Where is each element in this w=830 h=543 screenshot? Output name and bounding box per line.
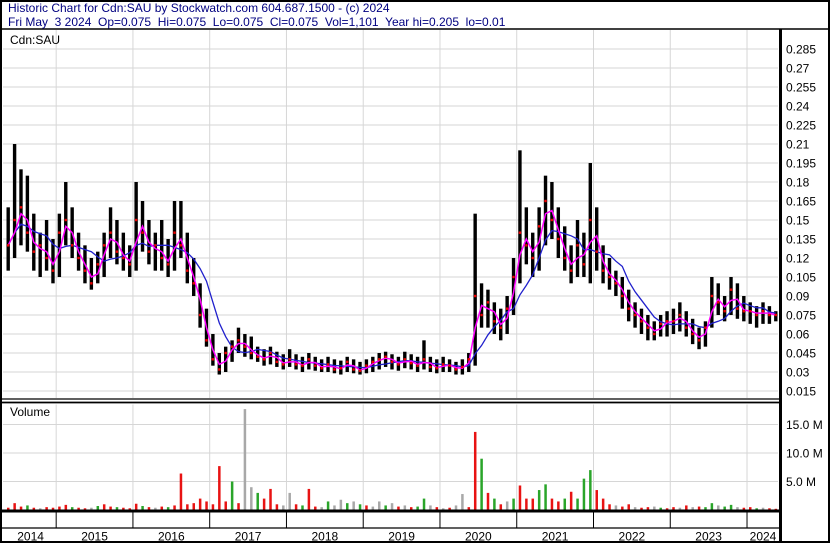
year-label: 2018 (311, 530, 338, 543)
price-tick-label: 0.255 (786, 81, 816, 95)
year-label: 2024 (750, 530, 777, 543)
gridlines (3, 30, 778, 509)
price-tick-label: 0.195 (786, 157, 816, 171)
volume-axis-labels: 15.0 M 10.0 M 5.0 M (786, 418, 823, 489)
price-tick-label: 0.015 (786, 385, 816, 399)
price-tick-label: 0.18 (786, 176, 810, 190)
volume-tick-label: 5.0 M (786, 475, 816, 489)
year-label: 2014 (17, 530, 44, 543)
year-label: 2015 (81, 530, 108, 543)
price-bars (6, 144, 778, 375)
price-tick-label: 0.105 (786, 271, 816, 285)
price-tick-label: 0.15 (786, 214, 810, 228)
close-dots (6, 199, 778, 372)
volume-tick-label: 10.0 M (786, 447, 823, 461)
symbol-label: Cdn:SAU (10, 33, 61, 47)
price-tick-label: 0.045 (786, 347, 816, 361)
ma-short-line (7, 209, 777, 371)
price-tick-label: 0.12 (786, 252, 810, 266)
year-labels: 2014 2015 2016 2017 2018 2019 2020 2021 2022 2023… (17, 530, 776, 543)
year-label: 2019 (388, 530, 415, 543)
price-tick-label: 0.06 (786, 328, 810, 342)
year-label: 2017 (235, 530, 262, 543)
price-tick-label: 0.27 (786, 62, 810, 76)
price-tick-label: 0.225 (786, 119, 816, 133)
price-tick-label: 0.09 (786, 290, 810, 304)
volume-tick-label: 15.0 M (786, 418, 823, 432)
volume-pane-label: Volume (10, 405, 51, 419)
chart-title: Historic Chart for Cdn:SAU by Stockwatch… (8, 1, 390, 15)
price-tick-label: 0.135 (786, 233, 816, 247)
price-tick-label: 0.21 (786, 138, 810, 152)
volume-bars (6, 409, 778, 510)
year-label: 2023 (695, 530, 722, 543)
price-tick-label: 0.285 (786, 43, 816, 57)
year-label: 2020 (465, 530, 492, 543)
price-tick-label: 0.165 (786, 195, 816, 209)
year-label: 2021 (542, 530, 569, 543)
price-tick-label: 0.24 (786, 100, 810, 114)
year-label: 2022 (619, 530, 646, 543)
year-label: 2016 (158, 530, 185, 543)
quote-summary: Fri May 3 2024 Op=0.075 Hi=0.075 Lo=0.07… (8, 15, 506, 29)
price-tick-label: 0.075 (786, 309, 816, 323)
price-tick-label: 0.03 (786, 366, 810, 380)
price-axis-labels: 0.285 0.27 0.255 0.24 0.225 0.21 0.195 0.18 0.16… (786, 43, 816, 399)
